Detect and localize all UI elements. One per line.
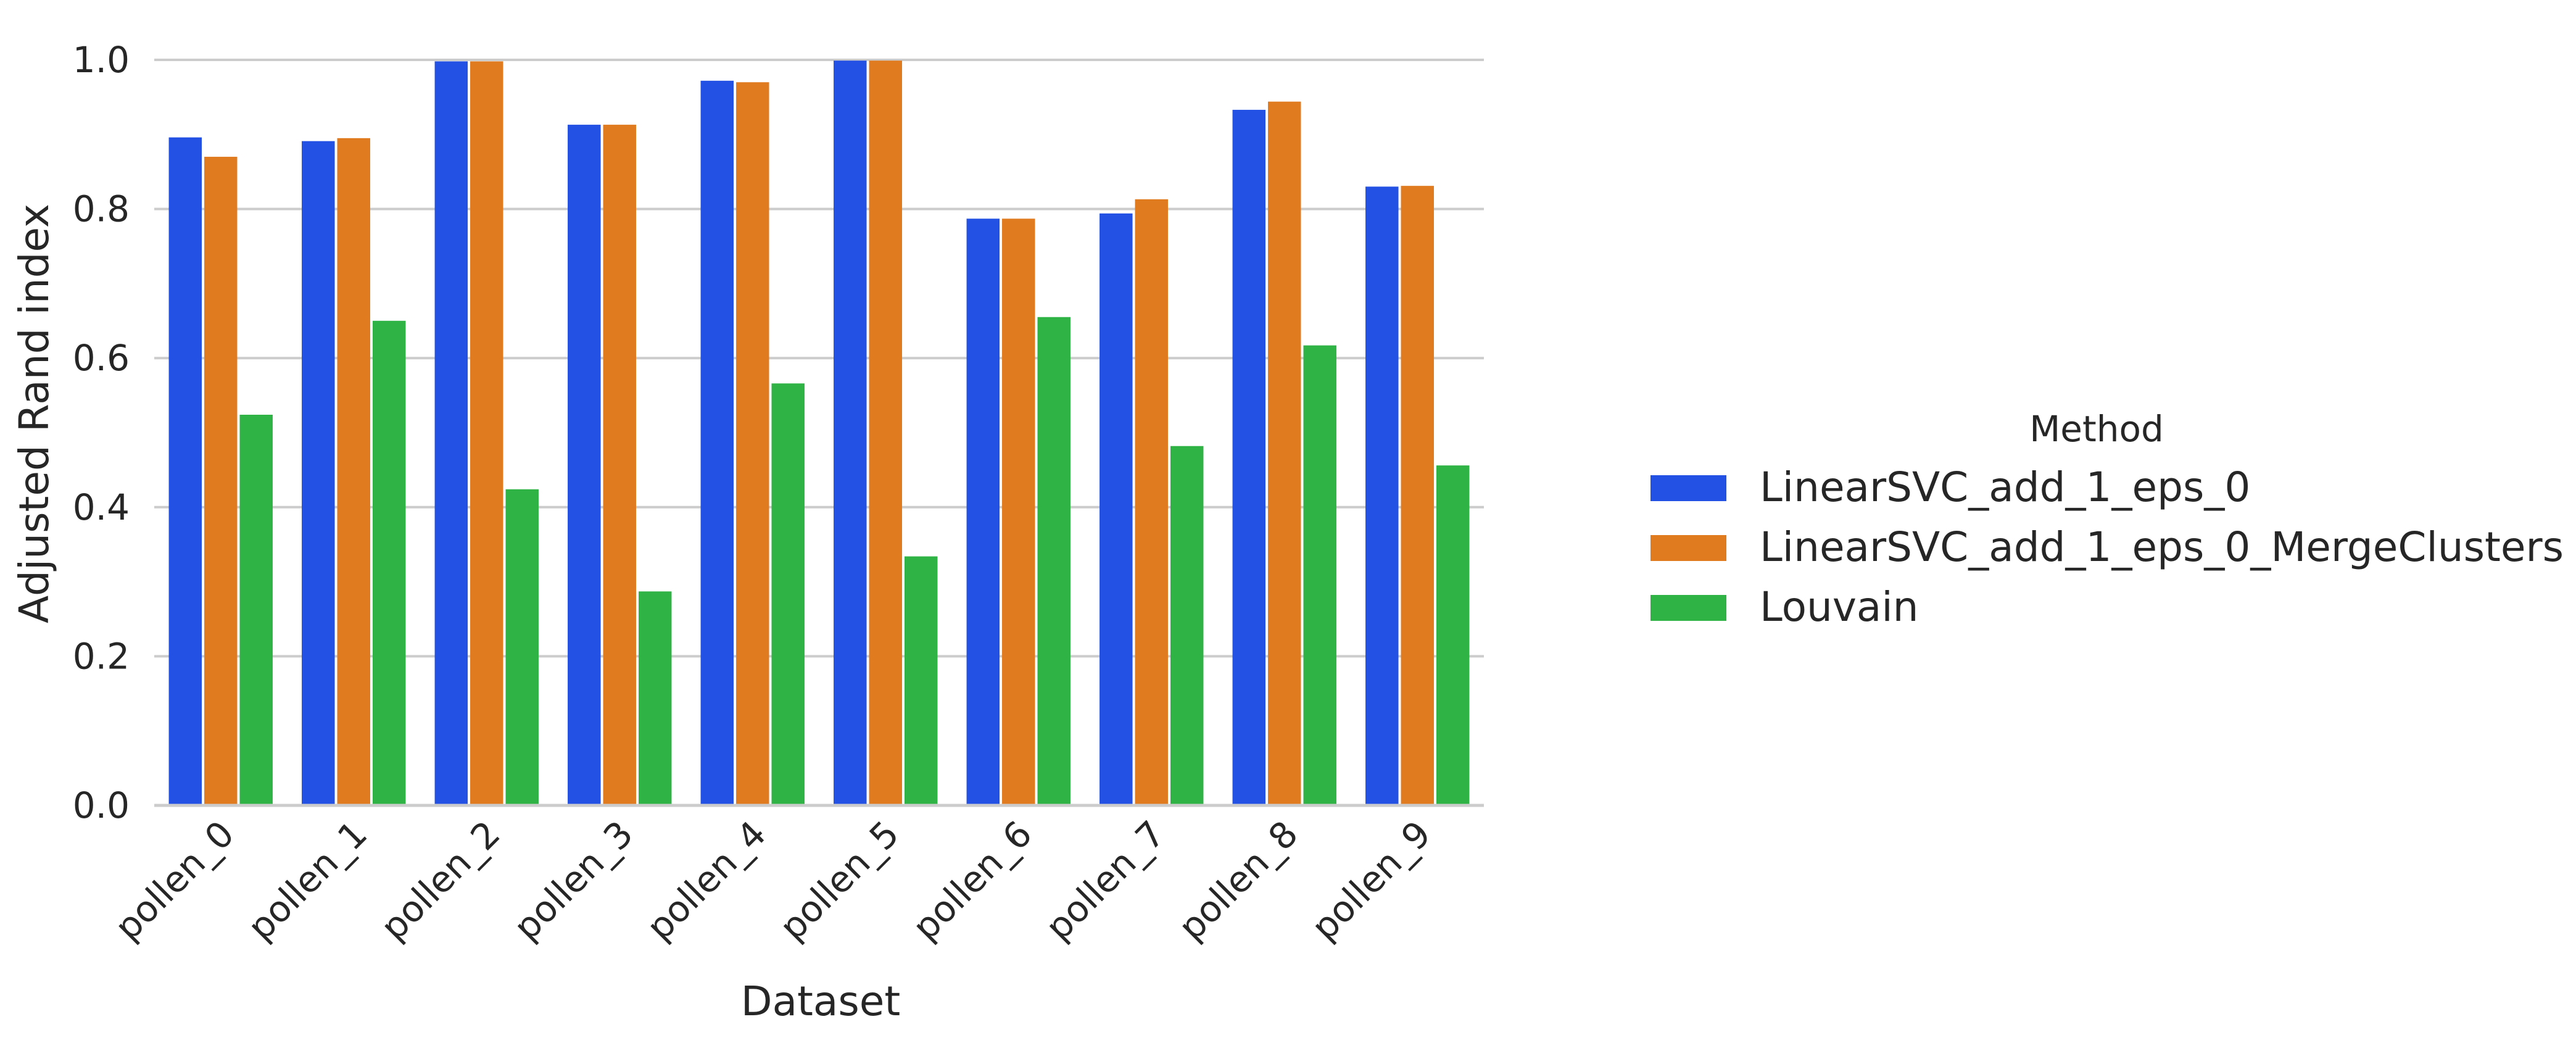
- bar-pollen_4-series-1: [736, 82, 769, 806]
- y-tick-label: 1.0: [73, 39, 130, 81]
- x-tick-label: pollen_1: [239, 813, 375, 949]
- bar-pollen_5-series-2: [904, 556, 938, 805]
- bar-pollen_6-series-1: [1002, 218, 1035, 806]
- x-tick-label: pollen_2: [373, 813, 508, 949]
- legend-title: Method: [2029, 408, 2164, 450]
- y-tick-label: 0.0: [73, 784, 130, 826]
- x-axis-label: Dataset: [741, 978, 900, 1025]
- x-tick-label: pollen_5: [771, 813, 907, 949]
- bar-pollen_1-series-1: [337, 138, 370, 806]
- legend-swatch: [1650, 475, 1726, 501]
- legend-items: LinearSVC_add_1_eps_0 LinearSVC_add_1_eps…: [1650, 463, 2564, 631]
- bar-pollen_7-series-0: [1100, 213, 1133, 805]
- bar-pollen_2-series-1: [470, 61, 503, 805]
- x-tick-labels: pollen_0pollen_1pollen_2pollen_3pollen_4…: [107, 813, 1439, 949]
- legend-label: LinearSVC_add_1_eps_0: [1760, 463, 2250, 511]
- bar-pollen_7-series-1: [1135, 199, 1168, 805]
- legend-label: Louvain: [1760, 583, 1919, 631]
- y-tick-label: 0.8: [73, 188, 130, 230]
- legend-swatch: [1650, 535, 1726, 561]
- y-tick-labels: 0.0 0.2 0.4 0.6 0.8 1.0: [73, 39, 130, 826]
- bar-pollen_0-series-1: [204, 157, 238, 805]
- bar-pollen_3-series-0: [568, 125, 601, 806]
- bar-pollen_8-series-1: [1268, 101, 1301, 806]
- x-tick-label: pollen_8: [1170, 813, 1306, 949]
- x-tick-label: pollen_3: [505, 813, 641, 949]
- legend-label: LinearSVC_add_1_eps_0_MergeClusters: [1760, 523, 2564, 571]
- bar-pollen_4-series-2: [771, 383, 805, 805]
- y-tick-label: 0.2: [73, 635, 130, 677]
- x-tick-label: pollen_0: [107, 813, 242, 949]
- x-tick-label: pollen_4: [639, 813, 774, 949]
- legend: Method LinearSVC_add_1_eps_0LinearSVC_ad…: [1650, 408, 2564, 631]
- bar-pollen_5-series-1: [869, 60, 902, 805]
- bar-pollen_1-series-0: [302, 141, 335, 805]
- bar-pollen_4-series-0: [700, 80, 734, 806]
- x-tick-label: pollen_7: [1037, 813, 1173, 949]
- x-tick-label: pollen_6: [905, 813, 1040, 949]
- bar-pollen_8-series-0: [1232, 109, 1266, 805]
- bar-pollen_7-series-2: [1170, 446, 1204, 805]
- bar-pollen_6-series-0: [966, 218, 1000, 806]
- bar-pollen_8-series-2: [1303, 345, 1336, 805]
- bar-pollen_2-series-2: [505, 489, 539, 805]
- y-axis-label: Adjusted Rand index: [10, 204, 58, 623]
- bar-pollen_9-series-1: [1401, 186, 1434, 806]
- bar-pollen_1-series-2: [372, 320, 406, 805]
- bar-pollen_6-series-2: [1037, 317, 1071, 805]
- bar-pollen_0-series-2: [239, 415, 273, 805]
- legend-swatch: [1650, 595, 1726, 621]
- y-tick-label: 0.6: [73, 337, 130, 379]
- bar-pollen_0-series-0: [168, 137, 202, 806]
- bars: [168, 60, 1470, 806]
- bar-pollen_3-series-1: [603, 125, 636, 806]
- bar-pollen_5-series-0: [834, 60, 867, 805]
- y-tick-label: 0.4: [73, 486, 130, 528]
- bar-pollen_9-series-0: [1365, 186, 1399, 805]
- bar-pollen_9-series-2: [1436, 465, 1470, 805]
- bar-pollen_3-series-2: [638, 591, 672, 805]
- x-tick-label: pollen_9: [1303, 813, 1439, 949]
- bar-pollen_2-series-0: [434, 61, 468, 805]
